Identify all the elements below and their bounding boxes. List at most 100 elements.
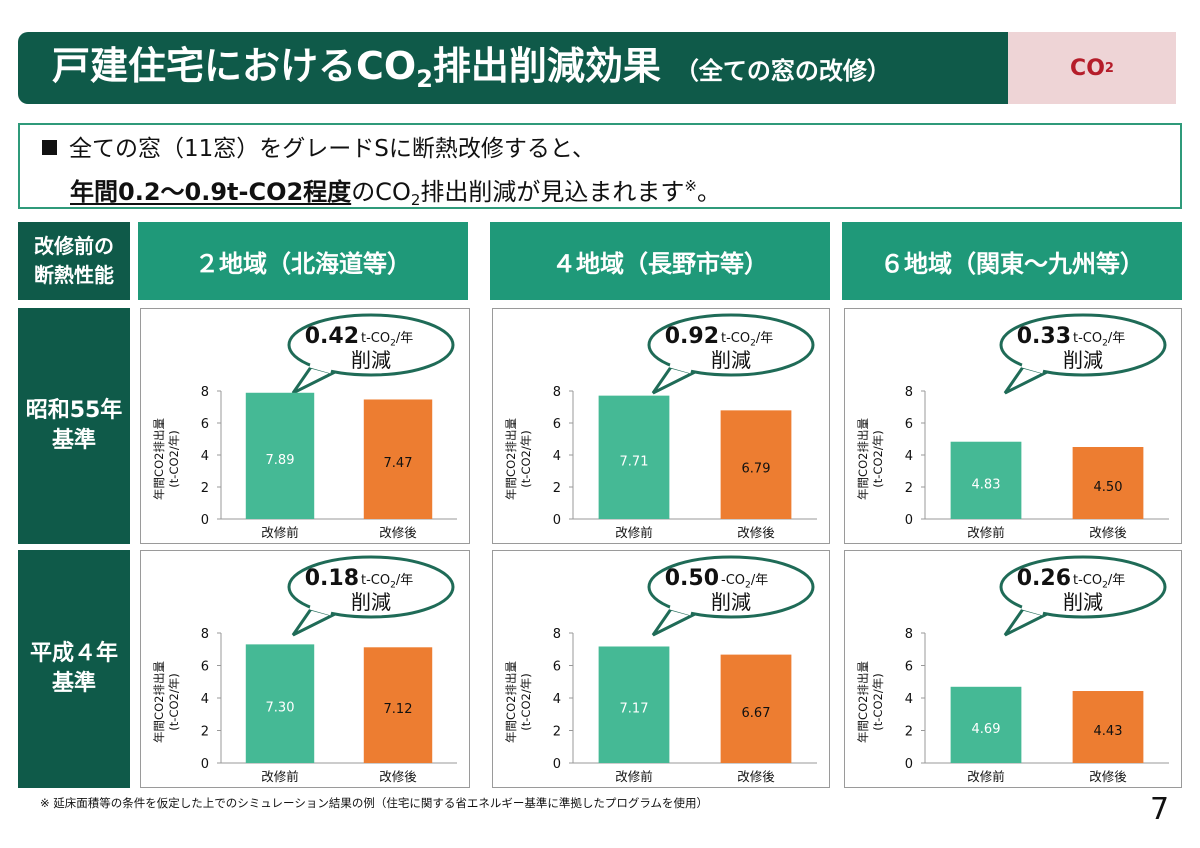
chart-panel: 0.50 -CO2/年 削減 0 2 4 6 8 年間CO2排出量 (t-CO2/年) 7.17 改修…: [492, 550, 830, 788]
callout-ellipse: [287, 555, 455, 619]
callout-bubble: 0.33 t-CO2/年削減: [999, 313, 1167, 395]
bar-after: [720, 410, 792, 519]
y-axis-label: 年間CO2排出量 (t-CO2/年): [504, 418, 533, 500]
co2-badge: CO 2: [1008, 32, 1176, 104]
y-axis-label-line2: (t-CO2/年): [519, 673, 533, 730]
callout-joint: [669, 362, 692, 374]
bar-before: [245, 644, 315, 763]
bar-value-label: 7.17: [620, 702, 649, 717]
y-tick-label: 6: [201, 660, 209, 675]
row-header-s55: 昭和55年 基準: [18, 308, 130, 544]
bar-after: [720, 654, 792, 763]
bar-value-label: 4.69: [972, 722, 1001, 737]
callout-text: 削減: [711, 590, 751, 614]
x-tick-label: 改修前: [615, 525, 653, 540]
callout-unit: -CO2/年: [721, 573, 768, 590]
column-header-region-6: ６地域（関東〜九州等）: [842, 222, 1182, 300]
y-axis-label: 年間CO2排出量 (t-CO2/年): [504, 661, 533, 743]
bar-chart: 0.50 -CO2/年削減 0 2 4 6 8 年間CO2排出量 (t-CO2/年) 7.17 改修…: [504, 555, 817, 784]
y-tick-label: 0: [553, 513, 561, 528]
callout-ellipse: [647, 555, 815, 619]
callout-unit: t-CO2/年: [1073, 331, 1125, 348]
y-tick-label: 0: [905, 513, 913, 528]
y-axis-label: 年間CO2排出量 (t-CO2/年): [856, 661, 885, 743]
y-tick-label: 8: [905, 385, 913, 400]
y-tick-label: 2: [905, 725, 913, 740]
bar-chart: 0.26 t-CO2/年削減 0 2 4 6 8 年間CO2排出量 (t-CO2/年) 4.69 改…: [856, 555, 1169, 784]
callout-text: 削減: [711, 348, 751, 372]
bar-after: [363, 399, 433, 519]
bar-value-label: 4.83: [972, 477, 1001, 492]
y-tick-label: 0: [553, 757, 561, 772]
callout-value: 0.33: [1017, 324, 1071, 349]
footnote: ※ 延床面積等の条件を仮定した上でのシミュレーション結果の例（住宅に関する省エネ…: [40, 796, 708, 810]
callout-value: 0.26: [1017, 566, 1071, 591]
y-axis-label-line1: 年間CO2排出量: [856, 661, 870, 743]
callout-unit: t-CO2/年: [1073, 573, 1125, 590]
callout-unit: t-CO2/年: [361, 573, 413, 590]
y-tick-label: 6: [553, 417, 561, 432]
y-axis-label: 年間CO2排出量 (t-CO2/年): [152, 661, 181, 743]
chart-panel: 0.26 t-CO2/年 削減 0 2 4 6 8 年間CO2排出量 (t-CO2/年) 4.69 改…: [844, 550, 1182, 788]
page-number: 7: [1150, 792, 1170, 827]
callout-bubble: 0.42 t-CO2/年削減: [287, 313, 455, 395]
bar-chart: 0.92 t-CO2/年削減 0 2 4 6 8 年間CO2排出量 (t-CO2/年) 7.71 改…: [504, 313, 817, 540]
chart-panel: 0.33 t-CO2/年 削減 0 2 4 6 8 年間CO2排出量 (t-CO2/年) 4.83 改…: [844, 308, 1182, 544]
y-tick-label: 2: [553, 481, 561, 496]
callout-bubble: 0.92 t-CO2/年削減: [647, 313, 815, 395]
y-tick-label: 6: [905, 660, 913, 675]
bar-value-label: 4.43: [1094, 724, 1123, 739]
bar-chart: 0.33 t-CO2/年削減 0 2 4 6 8 年間CO2排出量 (t-CO2/年) 4.83 改…: [856, 313, 1169, 540]
x-tick-label: 改修後: [737, 525, 775, 540]
y-tick-label: 4: [905, 692, 913, 707]
bar-before: [598, 646, 670, 763]
y-tick-label: 2: [905, 481, 913, 496]
bar-chart: 0.18 t-CO2/年削減 0 2 4 6 8 年間CO2排出量 (t-CO2/年) 7.30 改…: [152, 555, 457, 784]
y-tick-label: 0: [201, 513, 209, 528]
bar-after: [1072, 447, 1144, 519]
y-tick-label: 4: [553, 449, 561, 464]
y-tick-label: 2: [201, 725, 209, 740]
callout-joint: [1021, 362, 1044, 374]
x-tick-label: 改修前: [967, 525, 1005, 540]
y-tick-label: 4: [905, 449, 913, 464]
callout-bubble: 0.18 t-CO2/年削減: [287, 555, 455, 637]
y-axis-label-line2: (t-CO2/年): [167, 430, 181, 487]
callout-text: 削減: [1063, 590, 1103, 614]
bar-value-label: 7.47: [384, 456, 413, 471]
callout-value: 0.42: [305, 324, 359, 349]
bar-value-label: 6.79: [742, 462, 771, 477]
x-tick-label: 改修前: [261, 769, 299, 784]
bar-value-label: 6.67: [742, 706, 771, 721]
callout-text: 削減: [351, 348, 391, 372]
y-tick-label: 4: [201, 449, 209, 464]
chart-panel: 0.18 t-CO2/年 削減 0 2 4 6 8 年間CO2排出量 (t-CO2/年) 7.30 改…: [140, 550, 470, 788]
callout-value: 0.50: [665, 566, 719, 591]
x-tick-label: 改修後: [1089, 525, 1127, 540]
callout-unit: t-CO2/年: [361, 331, 413, 348]
callout-value: 0.18: [305, 566, 359, 591]
bar-before: [245, 392, 315, 519]
x-tick-label: 改修後: [379, 525, 417, 540]
bar-after: [1072, 691, 1144, 763]
y-axis-label-line1: 年間CO2排出量: [856, 418, 870, 500]
y-axis-label-line1: 年間CO2排出量: [504, 661, 518, 743]
y-tick-label: 2: [553, 725, 561, 740]
column-header-region-2: ２地域（北海道等）: [138, 222, 468, 300]
callout-joint: [669, 604, 692, 616]
bar-value-label: 7.30: [266, 701, 295, 716]
header-corner: 改修前の 断熱性能: [18, 222, 130, 300]
y-axis-label-line1: 年間CO2排出量: [504, 418, 518, 500]
y-axis-label: 年間CO2排出量 (t-CO2/年): [152, 418, 181, 500]
chart-panel: 0.42 t-CO2/年 削減 0 2 4 6 8 年間CO2排出量 (t-CO2/年) 7.89 改…: [140, 308, 470, 544]
x-tick-label: 改修後: [737, 769, 775, 784]
y-tick-label: 2: [201, 481, 209, 496]
summary-box: 全ての窓（11窓）をグレードSに断熱改修すると、 年間0.2〜0.9t-CO2程…: [18, 123, 1182, 209]
callout-bubble: 0.50 -CO2/年削減: [647, 555, 815, 637]
callout-unit: t-CO2/年: [721, 331, 773, 348]
bar-before: [950, 441, 1022, 519]
y-axis-label-line1: 年間CO2排出量: [152, 661, 166, 743]
y-tick-label: 8: [553, 385, 561, 400]
y-tick-label: 0: [905, 757, 913, 772]
x-tick-label: 改修後: [1089, 769, 1127, 784]
